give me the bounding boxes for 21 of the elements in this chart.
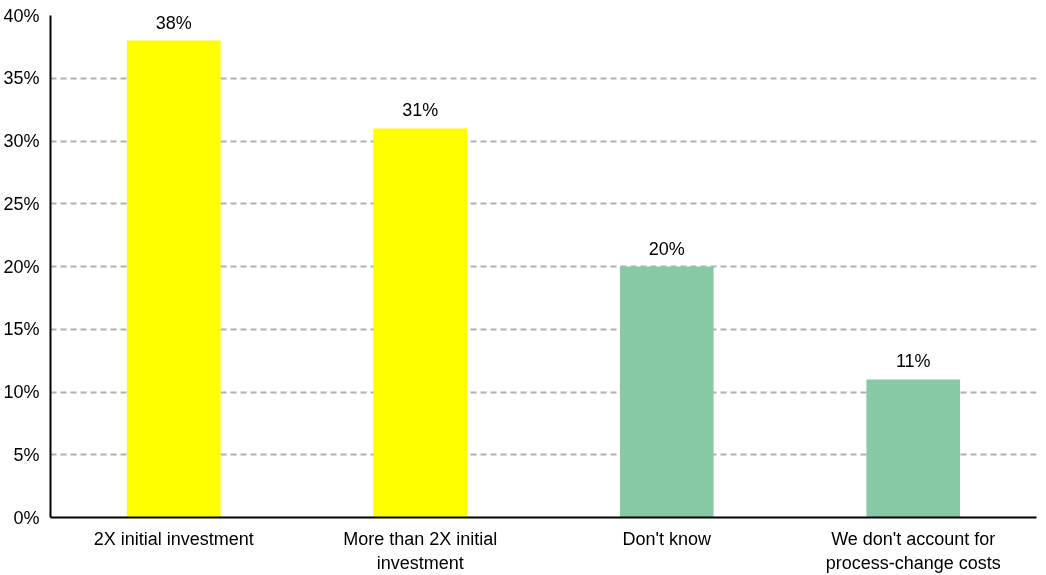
data-label: 31% [402, 100, 439, 121]
y-tick-label: 25% [3, 193, 40, 214]
bar [373, 128, 468, 518]
data-label: 20% [648, 238, 685, 259]
y-tick-label: 30% [3, 131, 40, 151]
y-tick-label: 20% [3, 256, 40, 277]
data-label: 11% [895, 351, 931, 372]
x-tick-label: More than 2X initial investment [343, 528, 498, 573]
y-tick-label: 10% [3, 382, 40, 402]
bar [619, 266, 714, 518]
y-tick-label: 0% [13, 507, 40, 528]
y-tick-label: 5% [13, 444, 40, 465]
y-tick-label: 40% [3, 5, 40, 26]
x-tick-label: We don't account for process-change costs [825, 528, 1001, 573]
bar [126, 40, 221, 518]
bar [866, 379, 961, 518]
y-tick-label: 15% [3, 319, 40, 340]
x-tick-label: 2X initial investment [93, 528, 254, 549]
x-tick-label: Don't know [622, 528, 712, 549]
y-tick-label: 35% [3, 68, 40, 89]
data-label: 38% [155, 12, 192, 33]
